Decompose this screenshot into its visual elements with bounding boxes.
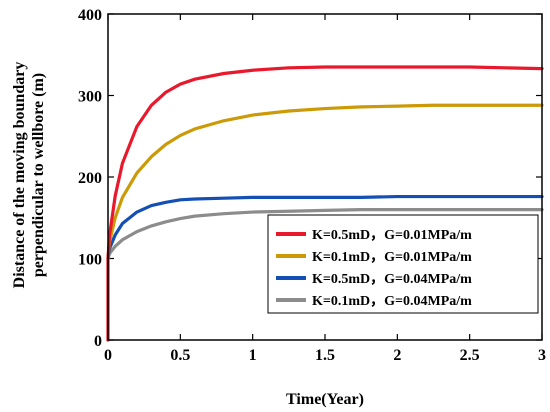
x-tick-label: 1.5 — [315, 347, 335, 364]
legend-entries: K=0.5mD，G=0.01MPa/m K=0.1mD，G=0.01MPa/m K=… — [276, 228, 472, 309]
y-axis-label-line-1: Distance of the moving boundary — [11, 62, 28, 289]
x-tick-label: 0.5 — [170, 347, 190, 364]
y-axis-label-line-2: perpendicular to wellbore (m) — [30, 73, 47, 277]
series-line-1 — [106, 65, 544, 342]
legend-label-3: K=0.5mD，G=0.04MPa/m — [312, 272, 472, 287]
series-line-4 — [106, 208, 544, 261]
y-tick-label: 400 — [78, 7, 102, 24]
legend-label-2: K=0.1mD，G=0.01MPa/m — [312, 250, 472, 265]
y-tick-label: 100 — [78, 252, 102, 269]
x-tick-label: 2.5 — [460, 347, 480, 364]
x-axis-label: Time(Year) — [286, 391, 364, 408]
y-tick-label: 200 — [78, 170, 102, 187]
x-tick-label: 1 — [249, 347, 257, 364]
y-tick-label: 0 — [94, 333, 102, 350]
y-tick-label: 300 — [78, 89, 102, 106]
x-tick-label: 0 — [104, 347, 112, 364]
series-line-3 — [106, 194, 544, 261]
y-axis-label: Distance of the moving boundary perpendi… — [11, 62, 47, 289]
legend-label-4: K=0.1mD，G=0.04MPa/m — [312, 294, 472, 309]
x-tick-label: 3 — [538, 347, 546, 364]
series-layer — [106, 65, 544, 342]
legend-label-1: K=0.5mD，G=0.01MPa/m — [312, 228, 472, 243]
series-line-2 — [106, 103, 544, 261]
legend: K=0.5mD，G=0.01MPa/m K=0.1mD，G=0.01MPa/m K=… — [267, 214, 539, 314]
x-tick-label: 2 — [393, 347, 401, 364]
plot-area-frame — [107, 13, 543, 341]
legend-box — [267, 214, 539, 314]
